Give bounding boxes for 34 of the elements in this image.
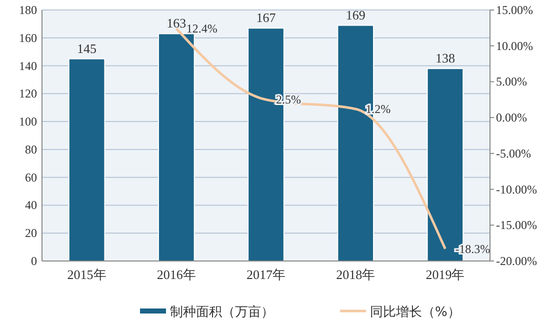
legend-label: 同比增长（%） — [370, 305, 460, 320]
data-label: 2.5% — [276, 92, 301, 107]
y-tick-label: 180 — [19, 3, 37, 17]
legend-label: 制种面积（万亩） — [170, 304, 274, 320]
y-tick-label: 160 — [19, 30, 37, 45]
y2-tick-label: -10.00% — [496, 182, 537, 196]
bar — [68, 58, 106, 262]
x-tick-label: 2017年 — [246, 267, 286, 282]
y2-tick-label: 15.00% — [496, 3, 533, 17]
y-tick-label: 120 — [19, 86, 37, 101]
data-label: 145 — [77, 40, 97, 56]
x-tick-label: 2019年 — [426, 267, 465, 282]
y-tick-label: 20 — [25, 226, 37, 240]
x-tick-label: 2018年 — [336, 267, 376, 282]
y-tick-label: 140 — [19, 58, 37, 73]
y-tick-label: 60 — [25, 170, 37, 184]
y2-tick-label: 10.00% — [496, 38, 533, 53]
x-tick-label: 2016年 — [156, 267, 196, 282]
y2-tick-label: -5.00% — [496, 146, 531, 160]
y-tick-label: 0 — [31, 254, 37, 268]
y-tick-label: 40 — [25, 198, 37, 212]
data-label: 138 — [435, 50, 455, 66]
x-tick-label: 2015年 — [67, 267, 106, 282]
y2-tick-label: 0.00% — [496, 110, 527, 125]
y2-tick-label: -20.00% — [496, 254, 537, 268]
data-label: 167 — [256, 10, 276, 26]
y2-tick-label: -15.00% — [496, 218, 537, 232]
y-tick-label: 80 — [25, 142, 37, 156]
y2-tick-label: 5.00% — [496, 74, 527, 89]
data-label: 169 — [346, 7, 366, 22]
data-label: 163 — [166, 16, 186, 31]
bar — [158, 33, 195, 262]
data-label: 12.4% — [186, 22, 218, 36]
y-tick-label: 100 — [19, 114, 37, 129]
